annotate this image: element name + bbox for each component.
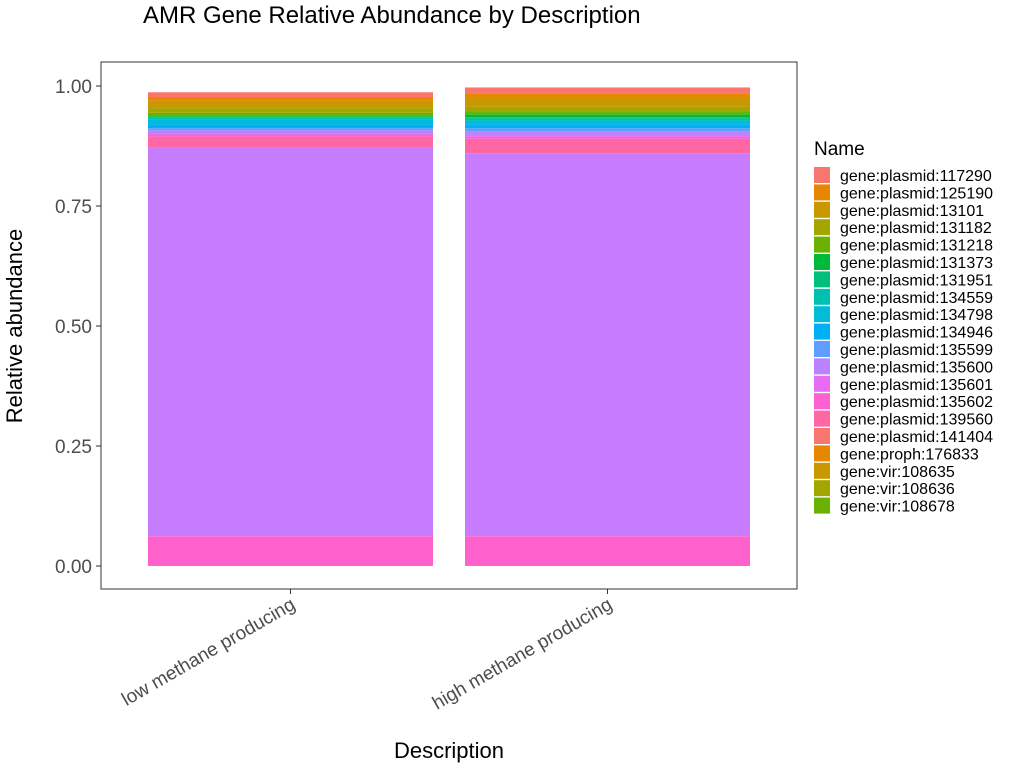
bar-segment-1-11 (465, 131, 750, 135)
bar-segment-1-6 (465, 117, 750, 119)
y-axis: 0.00 0.25 0.50 0.75 1.00 (55, 77, 101, 578)
legend-swatch (814, 480, 830, 497)
bar-segment-1-7 (465, 118, 750, 121)
bar-segment-1-9 (465, 124, 750, 129)
legend-label: gene:plasmid:117290 (840, 168, 992, 185)
legend-swatch (814, 167, 830, 183)
bar-segment-1-17 (465, 536, 750, 566)
bar-segment-0-15 (148, 147, 433, 537)
bar-segment-1-15 (465, 153, 750, 537)
bar-segment-0-3 (148, 108, 433, 113)
legend-label: gene:vir:108636 (840, 481, 955, 498)
bar-segment-1-12 (465, 134, 750, 137)
legend-label: gene:vir:108635 (840, 464, 955, 481)
legend-title: Name (814, 139, 865, 160)
bar-segment-0-6 (148, 116, 433, 118)
legend-label: gene:plasmid:125190 (840, 185, 993, 202)
legend-label: gene:plasmid:139560 (840, 412, 993, 429)
legend-label: gene:plasmid:135602 (840, 394, 993, 411)
legend-label: gene:vir:108678 (840, 499, 955, 516)
legend-label: gene:plasmid:134798 (840, 307, 993, 324)
bar-segment-0-11 (148, 130, 433, 134)
bar-segment-1-4 (465, 111, 750, 115)
bars-group (148, 87, 750, 566)
legend-swatch (814, 201, 830, 218)
legend-swatch (814, 271, 830, 288)
legend-label: gene:plasmid:135601 (840, 377, 993, 394)
x-axis-title: Description (394, 738, 504, 763)
legend-swatch (814, 375, 830, 392)
bar-segment-1-14 (465, 138, 750, 154)
bar-segment-0-17 (148, 536, 433, 566)
legend-label: gene:plasmid:135599 (840, 342, 993, 359)
bar-segment-1-2 (465, 98, 750, 107)
legend-label: gene:plasmid:131182 (840, 220, 992, 237)
legend-label: gene:plasmid:131218 (840, 238, 993, 255)
legend-swatch (814, 236, 830, 253)
bar-segment-0-8 (148, 119, 433, 125)
legend-swatch (814, 254, 830, 270)
bar-segment-0-19 (148, 565, 433, 566)
legend-label: gene:plasmid:134559 (840, 290, 993, 307)
bar-segment-0-1 (148, 97, 433, 101)
y-tick-label: 0.25 (55, 437, 92, 458)
chart-title: AMR Gene Relative Abundance by Descripti… (143, 2, 641, 29)
bar-segment-0-9 (148, 124, 433, 129)
legend-label: gene:plasmid:131373 (840, 255, 993, 272)
x-tick-label: low methane producing (118, 594, 299, 710)
y-tick-label: 0.75 (55, 197, 92, 218)
x-tick-label: high methane producing (429, 594, 616, 714)
bar-segment-1-8 (465, 120, 750, 125)
bar-segment-0-14 (148, 136, 433, 148)
y-axis-title: Relative abundance (2, 229, 27, 423)
bar-segment-1-19 (465, 565, 750, 566)
x-axis: low methane producing high methane produc… (118, 589, 616, 714)
bar-segment-0-13 (148, 134, 433, 137)
legend-swatch (814, 358, 830, 375)
bar-segment-1-13 (465, 136, 750, 139)
bar-segment-1-0 (465, 87, 750, 94)
legend-swatch (814, 428, 830, 444)
legend-swatch (814, 288, 830, 305)
y-tick-label: 0.00 (55, 557, 92, 578)
bar-segment-0-12 (148, 133, 433, 135)
bar-segment-0-10 (148, 128, 433, 131)
legend-label: gene:plasmid:131951 (840, 272, 993, 289)
legend-swatch (814, 219, 830, 236)
legend-swatch (814, 497, 830, 514)
legend-label: gene:plasmid:141404 (840, 429, 993, 446)
legend-swatch (814, 393, 830, 410)
legend-swatch (814, 445, 830, 462)
legend-swatch (814, 184, 830, 201)
bar-segment-0-5 (148, 115, 433, 117)
y-tick-label: 0.50 (55, 317, 92, 338)
legend-swatch (814, 462, 830, 479)
legend-swatch (814, 410, 830, 427)
legend: Name gene:plasmid:117290gene:plasmid:125… (814, 139, 993, 516)
bar-segment-1-3 (465, 106, 750, 112)
bar-segment-1-10 (465, 128, 750, 132)
bar-segment-0-7 (148, 117, 433, 120)
bar-segment-0-4 (148, 112, 433, 116)
legend-label: gene:plasmid:134946 (840, 325, 993, 342)
bar-segment-1-1 (465, 93, 750, 98)
y-tick-label: 1.00 (55, 77, 92, 98)
legend-swatch (814, 306, 830, 323)
bar-segment-1-5 (465, 114, 750, 118)
legend-swatch (814, 341, 830, 357)
bar-segment-0-2 (148, 100, 433, 109)
legend-label: gene:plasmid:13101 (840, 203, 984, 220)
bar-segment-0-0 (148, 92, 433, 98)
legend-label: gene:plasmid:135600 (840, 359, 993, 376)
legend-swatch (814, 323, 830, 340)
legend-label: gene:proph:176833 (840, 446, 979, 463)
